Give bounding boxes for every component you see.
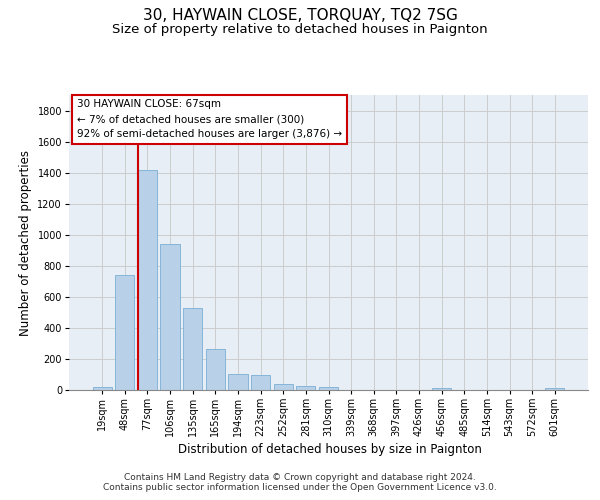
Bar xyxy=(115,275,134,390)
Bar xyxy=(138,170,157,390)
Bar xyxy=(545,388,565,390)
Bar xyxy=(319,388,338,390)
Text: Contains HM Land Registry data © Crown copyright and database right 2024.: Contains HM Land Registry data © Crown c… xyxy=(124,472,476,482)
Text: Size of property relative to detached houses in Paignton: Size of property relative to detached ho… xyxy=(112,22,488,36)
Bar xyxy=(274,384,293,390)
Bar xyxy=(432,388,451,390)
Bar xyxy=(206,349,225,390)
Text: Distribution of detached houses by size in Paignton: Distribution of detached houses by size … xyxy=(178,442,482,456)
Bar xyxy=(160,244,180,390)
Bar xyxy=(229,374,248,390)
Text: Contains public sector information licensed under the Open Government Licence v3: Contains public sector information licen… xyxy=(103,484,497,492)
Y-axis label: Number of detached properties: Number of detached properties xyxy=(19,150,32,336)
Bar xyxy=(296,386,316,390)
Text: 30, HAYWAIN CLOSE, TORQUAY, TQ2 7SG: 30, HAYWAIN CLOSE, TORQUAY, TQ2 7SG xyxy=(143,8,457,22)
Bar xyxy=(183,308,202,390)
Bar xyxy=(251,375,270,390)
Bar xyxy=(92,386,112,390)
Text: 30 HAYWAIN CLOSE: 67sqm
← 7% of detached houses are smaller (300)
92% of semi-de: 30 HAYWAIN CLOSE: 67sqm ← 7% of detached… xyxy=(77,100,342,139)
